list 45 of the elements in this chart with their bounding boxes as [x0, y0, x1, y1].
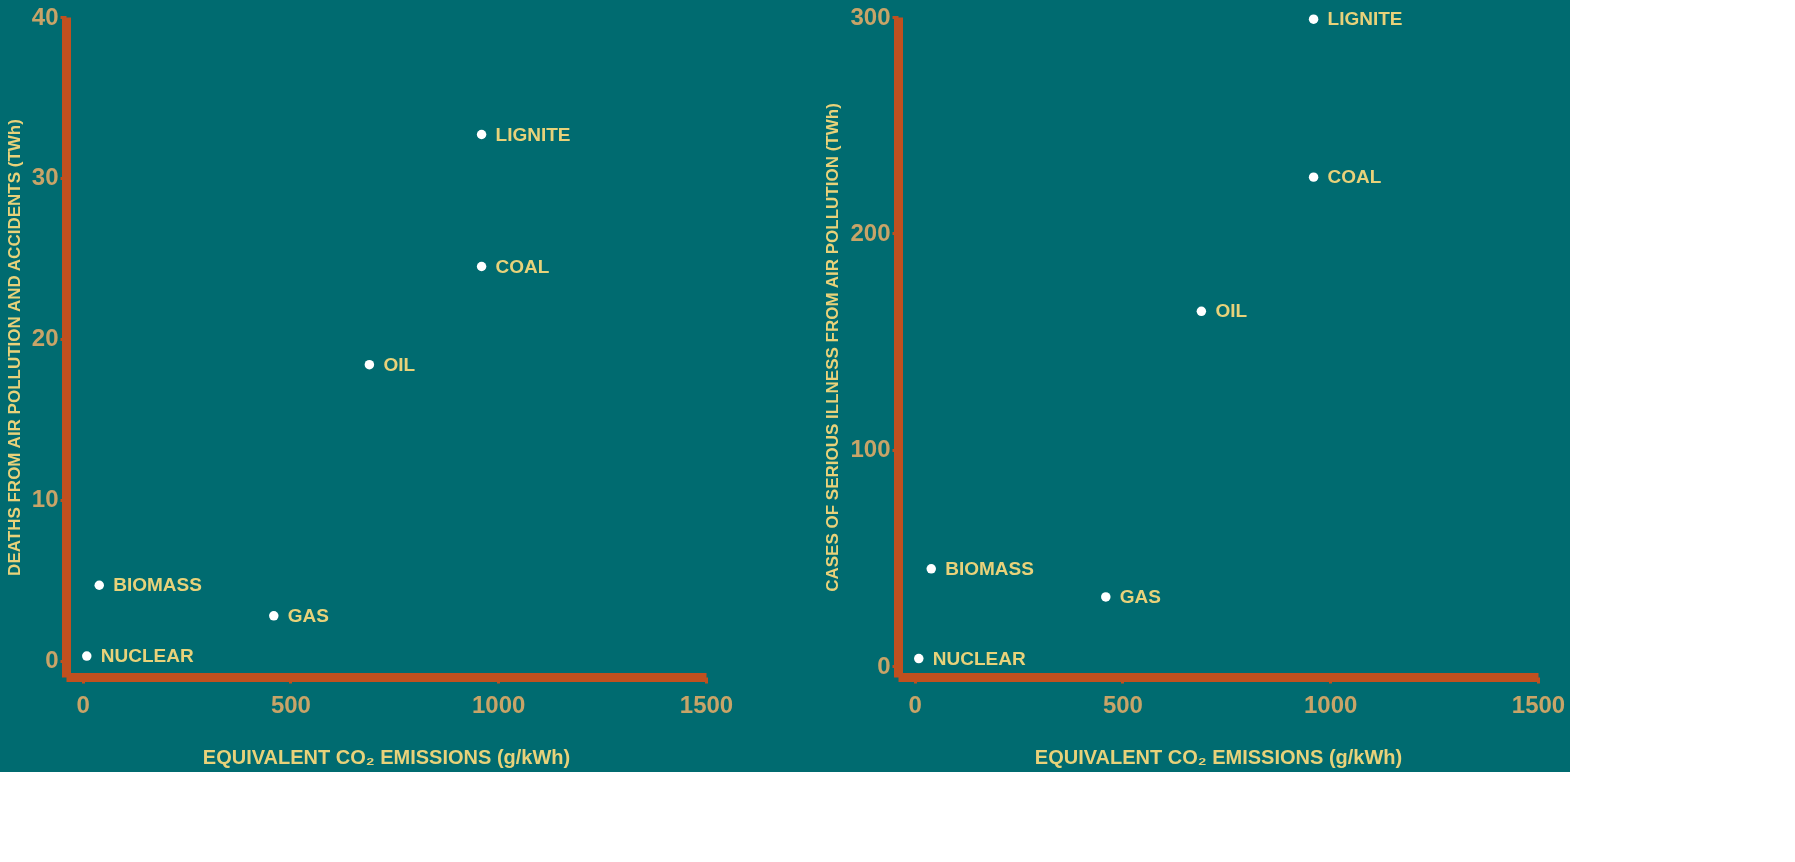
point — [269, 611, 279, 621]
point — [1308, 172, 1319, 182]
point — [364, 359, 375, 370]
annotation: NUCLEAR — [100, 645, 194, 667]
y-tick-label: 10 — [31, 485, 59, 513]
annotation: BIOMASS — [945, 557, 1034, 579]
annotation: LIGNITE — [1327, 8, 1403, 30]
x-tick-label: 1000 — [472, 690, 526, 718]
x-axis-title: EQUIVALENT CO₂ EMISSIONS (g/kWh) — [202, 745, 571, 768]
point — [476, 129, 487, 140]
annotation: GAS — [1119, 585, 1161, 607]
x-tick-label: 1500 — [679, 690, 734, 718]
annotation: LIGNITE — [495, 123, 571, 145]
y-tick-label: 30 — [31, 163, 59, 191]
annotation: COAL — [1327, 166, 1382, 188]
point — [94, 580, 104, 590]
x-tick-label: 0 — [76, 690, 90, 718]
y-tick-label: 0 — [45, 646, 59, 674]
x-tick-label: 1500 — [1511, 690, 1566, 718]
y-tick-label: 0 — [877, 651, 891, 679]
x-tick-label: 0 — [908, 690, 922, 718]
y-tick-label: 200 — [850, 218, 891, 246]
annotation: OIL — [383, 353, 416, 375]
point — [476, 261, 487, 272]
y-tick-label: 100 — [850, 435, 891, 463]
x-tick-label: 500 — [1102, 690, 1143, 718]
x-tick-label: 500 — [270, 690, 311, 718]
point — [914, 653, 924, 664]
annotation: OIL — [1215, 300, 1248, 322]
annotation: GAS — [287, 604, 329, 626]
y-axis-title: DEATHS FROM AIR POLLUTION AND ACCIDENTS (TWh) — [4, 119, 24, 576]
y-tick-label: 20 — [31, 324, 59, 352]
y-tick-label: 40 — [31, 2, 59, 30]
x-axis-title: EQUIVALENT CO₂ EMISSIONS (g/kWh) — [1034, 745, 1403, 768]
annotation: COAL — [495, 255, 550, 277]
point — [1101, 592, 1111, 602]
x-tick-label: 1000 — [1304, 690, 1358, 718]
annotation: BIOMASS — [113, 574, 202, 596]
y-tick-label: 300 — [850, 2, 891, 30]
annotation: NUCLEAR — [932, 647, 1026, 669]
point — [82, 651, 92, 661]
point — [926, 564, 936, 574]
point — [1308, 14, 1319, 24]
point — [1196, 306, 1207, 317]
y-axis-title: CASES OF SERIOUS ILLNESS FROM AIR POLLUTION (TWh) — [823, 103, 843, 592]
